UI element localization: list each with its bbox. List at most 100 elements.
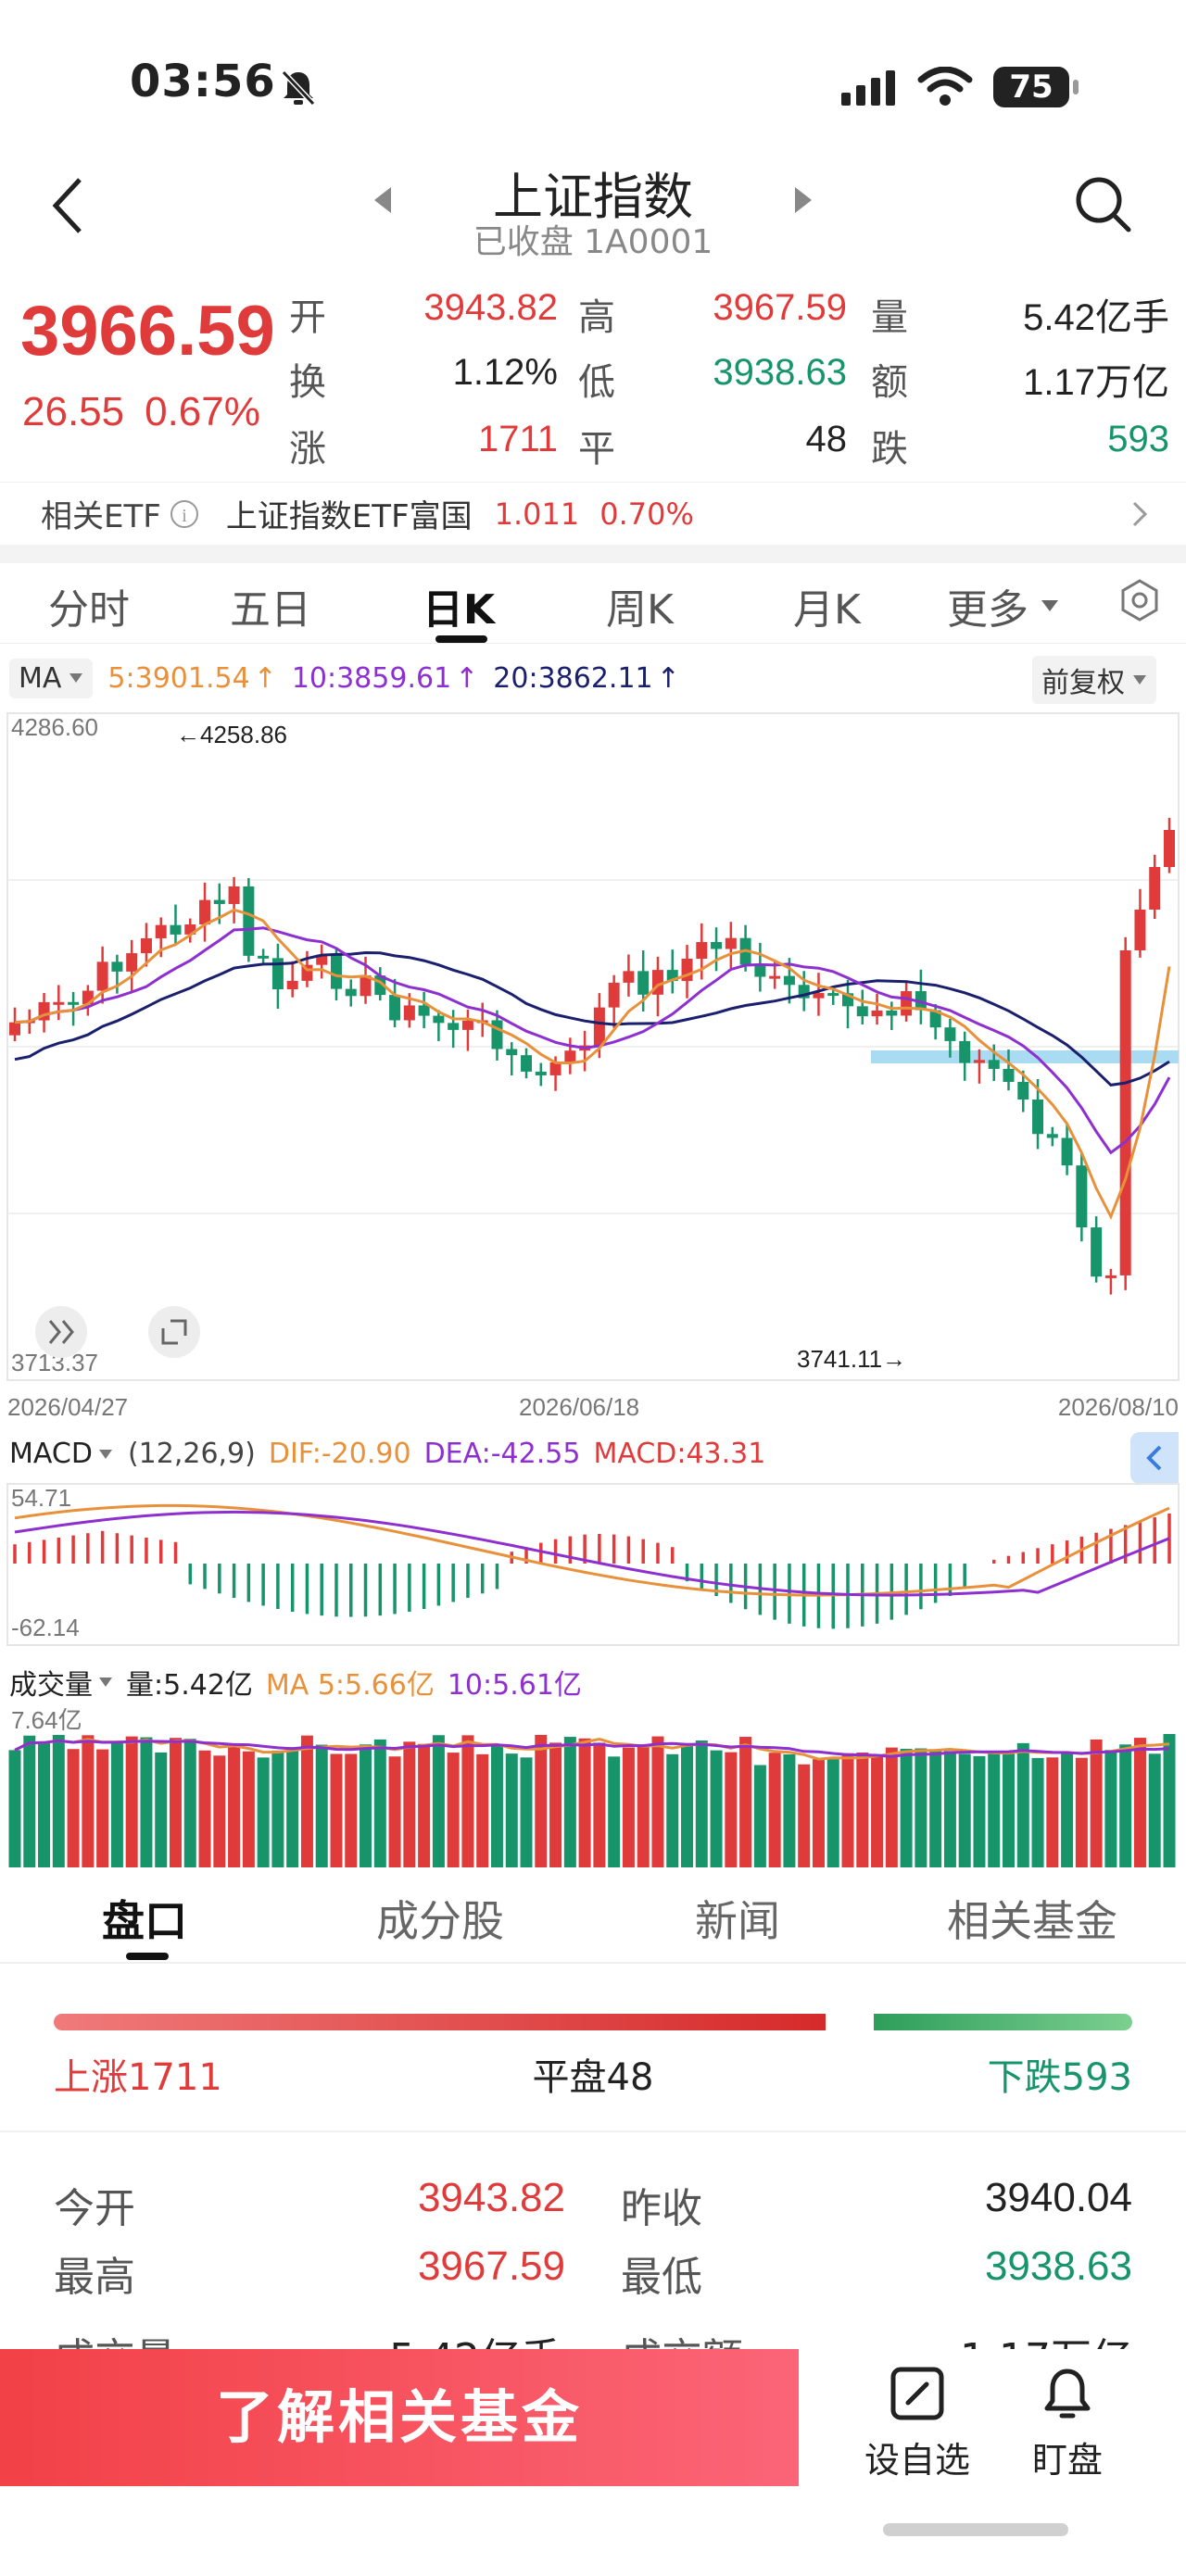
tab-monthly-k[interactable]: 月K xyxy=(793,586,861,634)
candle-body xyxy=(330,954,342,989)
battery-indicator: 75 xyxy=(993,67,1079,107)
volume-bar xyxy=(38,1741,51,1867)
volume-select[interactable]: 成交量 xyxy=(9,1662,113,1703)
tab-intraday[interactable]: 分时 xyxy=(48,586,130,634)
next-index-icon[interactable] xyxy=(793,185,814,215)
edit-square-icon xyxy=(890,2367,944,2420)
candle-body xyxy=(228,886,240,904)
chevron-right-icon[interactable] xyxy=(1130,499,1149,529)
date-label-end: 2026/08/10 xyxy=(1058,1393,1179,1421)
tab-constituents[interactable]: 成分股 xyxy=(376,1896,504,1946)
candle-body xyxy=(140,937,152,954)
adjust-select[interactable]: 前复权 xyxy=(1032,656,1156,704)
volume-bar xyxy=(300,1735,313,1867)
candle-body xyxy=(725,937,737,949)
tab-daily-k[interactable]: 日K xyxy=(423,586,496,634)
search-icon[interactable] xyxy=(1073,174,1134,235)
volume-bar xyxy=(505,1753,518,1867)
quote-value: 48 xyxy=(805,419,848,459)
candle-body xyxy=(403,1005,415,1021)
ma20-up-arrow: ↑ xyxy=(656,661,680,695)
volume-bar xyxy=(315,1744,328,1867)
indicator-select[interactable]: MA xyxy=(9,658,94,698)
quote-value: 1.17万亿 xyxy=(1023,362,1169,403)
volume-bar xyxy=(228,1745,241,1867)
info-icon[interactable]: i xyxy=(169,498,200,530)
tab-order-book[interactable]: 盘口 xyxy=(102,1896,187,1946)
stat-value: 3940.04 xyxy=(984,2175,1132,2220)
candle-body xyxy=(1164,830,1175,867)
volume-chart[interactable]: 7.64亿 xyxy=(0,1704,1186,1871)
macd-y-top: 54.71 xyxy=(11,1484,71,1512)
candle-body xyxy=(754,964,766,977)
quote-label: 额 xyxy=(871,361,908,404)
related-etf-bar[interactable]: 相关ETF i 上证指数ETF富国 1.011 0.70% xyxy=(0,482,1186,545)
page-title: 上证指数 xyxy=(493,168,693,226)
candle-body xyxy=(213,899,225,904)
quote-label: 高 xyxy=(578,296,615,339)
candle-body xyxy=(258,955,270,959)
date-label-start: 2026/04/27 xyxy=(7,1393,128,1421)
stat-value-volume: 5.42亿手 xyxy=(389,2325,561,2353)
volume-bar xyxy=(490,1744,503,1867)
chart-settings-icon[interactable] xyxy=(1117,578,1162,622)
etf-percent: 0.70% xyxy=(599,496,694,532)
tab-related-funds[interactable]: 相关基金 xyxy=(947,1896,1117,1946)
etf-price: 1.011 xyxy=(494,496,580,532)
volume-bar xyxy=(1003,1751,1016,1867)
volume-bar xyxy=(155,1752,168,1867)
volume-bar xyxy=(929,1750,942,1867)
quote-label: 平 xyxy=(578,428,615,471)
macd-chart[interactable]: 54.71 -62.14 xyxy=(0,1482,1186,1649)
stat-label: 最低 xyxy=(621,2254,702,2301)
macd-select[interactable]: MACD xyxy=(9,1438,113,1470)
volume-bar xyxy=(1104,1750,1117,1867)
monitor-button[interactable]: 盯盘 xyxy=(1003,2364,1132,2482)
candle-body xyxy=(126,953,138,972)
date-label-mid: 2026/06/18 xyxy=(519,1393,639,1421)
back-icon[interactable] xyxy=(50,176,87,235)
fullscreen-icon[interactable] xyxy=(148,1306,200,1358)
tab-weekly-k[interactable]: 周K xyxy=(606,586,674,634)
volume-bar xyxy=(1061,1752,1074,1867)
candle-body xyxy=(345,988,357,997)
ma10-line xyxy=(14,926,1171,1155)
volume-bar xyxy=(725,1752,738,1867)
volume-bar xyxy=(213,1755,226,1867)
caret-down-icon xyxy=(1041,600,1058,611)
kline-chart[interactable]: 4286.60 3713.37 ←4258.86 3741.11→ 2026/0… xyxy=(0,710,1186,1432)
volume-ma10: 10:5.61亿 xyxy=(447,1669,582,1702)
tab-more[interactable]: 更多 xyxy=(947,576,1060,635)
volume-bar xyxy=(1075,1757,1088,1867)
candle-body xyxy=(286,980,298,990)
stat-label: 最高 xyxy=(54,2254,135,2301)
volume-bar xyxy=(140,1737,153,1867)
change-percent: 0.67% xyxy=(145,389,260,434)
volume-bar xyxy=(520,1757,533,1867)
candle-body xyxy=(1134,910,1146,950)
etf-name[interactable]: 上证指数ETF富国 xyxy=(225,498,473,535)
volume-bar xyxy=(82,1735,95,1867)
add-watchlist-button[interactable]: 设自选 xyxy=(852,2364,982,2482)
learn-funds-button[interactable]: 了解相关基金 xyxy=(0,2349,799,2486)
prev-index-icon[interactable] xyxy=(372,185,393,215)
active-tab-indicator xyxy=(126,1953,169,1960)
tab-five-day[interactable]: 五日 xyxy=(230,586,311,634)
tab-news[interactable]: 新闻 xyxy=(695,1896,780,1946)
y-axis-top-label: 4286.60 xyxy=(11,713,98,741)
candle-body xyxy=(491,1020,503,1049)
candle-body xyxy=(111,961,123,972)
candle-body xyxy=(170,924,182,935)
monitor-label: 盯盘 xyxy=(1031,2440,1103,2481)
stat-value: 3943.82 xyxy=(417,2175,565,2220)
collapse-panel-button[interactable] xyxy=(1130,1432,1179,1484)
volume-bar xyxy=(871,1755,884,1867)
volume-bar xyxy=(432,1735,445,1867)
volume-bar xyxy=(447,1753,460,1867)
expand-chart-button[interactable] xyxy=(35,1306,87,1358)
volume-bar xyxy=(783,1753,796,1867)
ma20-line xyxy=(14,950,1170,1087)
candle-body xyxy=(418,1005,430,1016)
stat-label: 昨收 xyxy=(621,2185,702,2232)
volume-bar xyxy=(826,1759,839,1867)
